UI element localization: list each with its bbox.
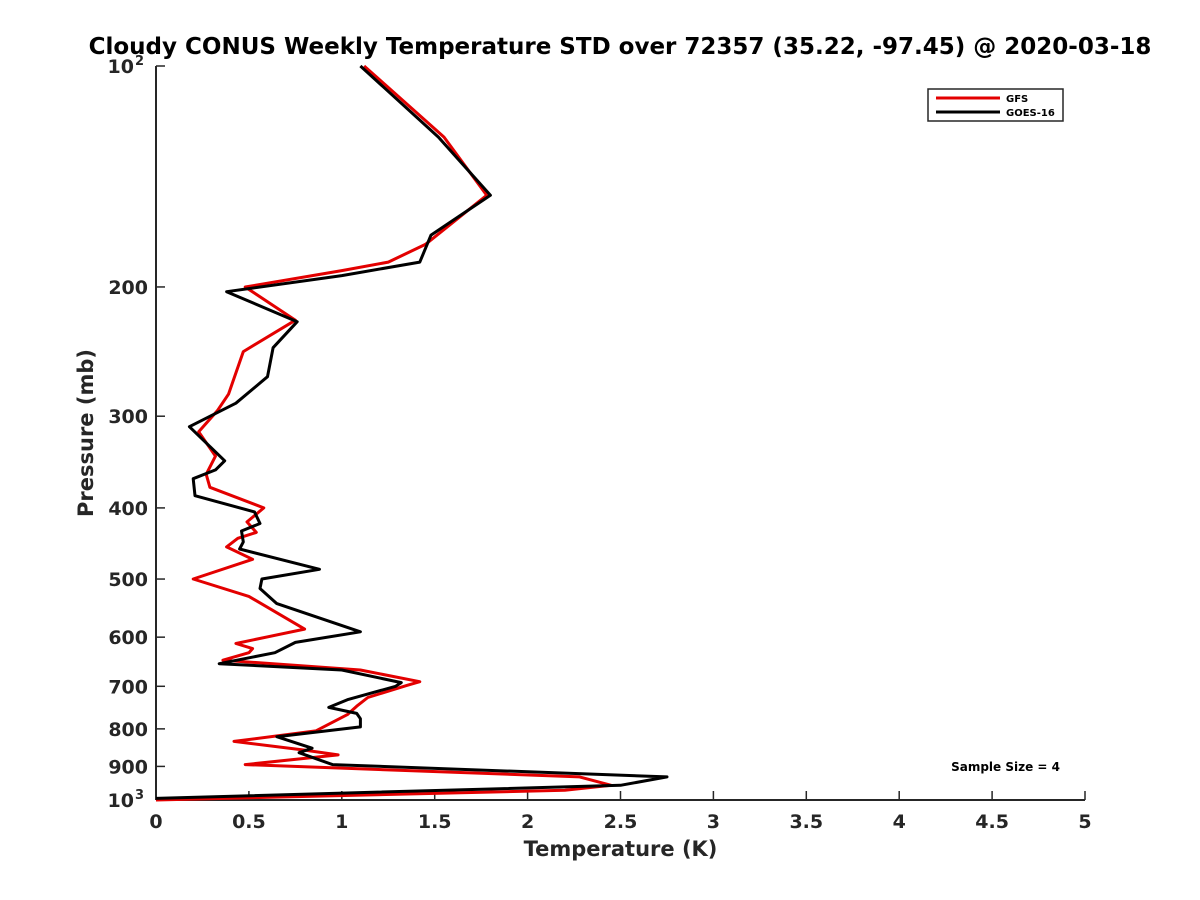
sample-size-annotation: Sample Size = 4 — [951, 760, 1060, 774]
x-tick-label: 4 — [893, 811, 906, 833]
series-layer — [155, 64, 669, 802]
x-tick-label: 3 — [707, 811, 720, 833]
x-tick-label: 4.5 — [975, 811, 1009, 833]
y-tick-exponent: 2 — [135, 54, 144, 69]
y-tick-label: 700 — [108, 676, 148, 698]
x-tick-label: 0 — [149, 811, 162, 833]
legend-box — [927, 88, 1064, 122]
chart-title: Cloudy CONUS Weekly Temperature STD over… — [89, 34, 1152, 60]
y-tick-label: 600 — [108, 627, 148, 649]
y-tick-label: 800 — [108, 719, 148, 741]
x-tick-label: 2.5 — [604, 811, 638, 833]
legend: GFS GOES-16 — [927, 88, 1064, 122]
y-axis-label: Pressure (mb) — [74, 349, 98, 517]
y-tick-label: 200 — [108, 277, 148, 299]
axes: 0 0.5 1 1.5 2 2.5 3 3.5 4 4.5 510 22003004005006007… — [108, 54, 1092, 833]
x-tick-label: 2 — [521, 811, 534, 833]
y-tick-exponent: 3 — [135, 788, 144, 803]
x-tick-label: 3.5 — [789, 811, 823, 833]
y-tick-label: 300 — [108, 406, 148, 428]
legend-label: GOES-16 — [1006, 108, 1055, 119]
x-tick-label: 1 — [335, 811, 348, 833]
x-tick-label: 0.5 — [232, 811, 266, 833]
series-line-goes-16 — [155, 64, 669, 800]
y-tick-label: 10 — [108, 790, 134, 812]
y-tick-label: 900 — [108, 756, 148, 778]
x-tick-label: 5 — [1078, 811, 1091, 833]
y-tick-label: 500 — [108, 569, 148, 591]
x-axis-label: Temperature (K) — [524, 837, 718, 861]
legend-label: GFS — [1006, 94, 1028, 105]
y-tick-label: 10 — [108, 56, 134, 78]
y-tick-label: 400 — [108, 498, 148, 520]
x-tick-label: 1.5 — [418, 811, 452, 833]
